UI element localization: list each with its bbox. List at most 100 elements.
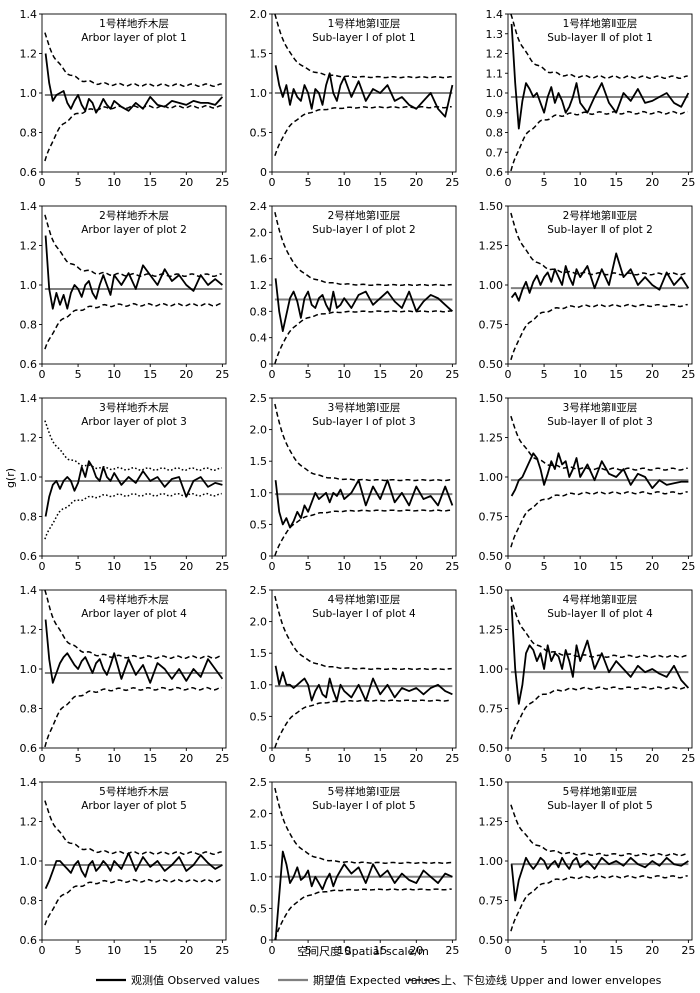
x-tick-label: 10 bbox=[107, 176, 121, 189]
x-tick-label: 15 bbox=[373, 944, 387, 957]
x-tick-label: 0 bbox=[269, 560, 276, 573]
y-tick-label: 1.25 bbox=[479, 816, 504, 829]
observed-line bbox=[510, 252, 690, 302]
y-tick-label: 1.4 bbox=[20, 200, 38, 213]
y-tick-label: 2.0 bbox=[250, 808, 268, 821]
panel-subtitle: Sub-layer Ⅱ of plot 1 bbox=[547, 32, 653, 44]
y-tick-label: 0.9 bbox=[486, 107, 504, 120]
x-tick-label: 0 bbox=[39, 368, 46, 381]
x-tick-label: 15 bbox=[373, 368, 387, 381]
lower-envelope-line bbox=[510, 875, 688, 932]
y-tick-label: 2.0 bbox=[250, 616, 268, 629]
panel-7: 3号样地乔木层 Arbor layer of plot 3 1.4 1.2 1.0 0.8… bbox=[20, 392, 230, 573]
x-tick-label: 10 bbox=[337, 368, 351, 381]
x-tick-label: 5 bbox=[75, 752, 82, 765]
lower-envelope-line bbox=[44, 686, 222, 748]
lower-envelope-line bbox=[44, 104, 222, 162]
lower-envelope-line bbox=[510, 303, 688, 361]
x-tick-label: 10 bbox=[337, 176, 351, 189]
y-tick-label: 0.6 bbox=[20, 358, 38, 371]
y-tick-label: 0 bbox=[260, 166, 267, 179]
y-tick-label: 0.5 bbox=[250, 518, 268, 531]
x-tick-label: 0 bbox=[269, 176, 276, 189]
x-tick-label: 15 bbox=[143, 560, 157, 573]
y-tick-label: 1.5 bbox=[250, 455, 268, 468]
y-tick-label: 0.6 bbox=[20, 934, 38, 947]
x-tick-label: 0 bbox=[269, 752, 276, 765]
x-tick-label: 10 bbox=[107, 752, 121, 765]
y-tick-label: 1.0 bbox=[250, 87, 268, 100]
lower-envelope-line bbox=[274, 106, 452, 157]
x-tick-label: 15 bbox=[143, 368, 157, 381]
upper-envelope-line bbox=[510, 804, 688, 857]
plot-frame bbox=[271, 397, 457, 557]
x-tick-label: 5 bbox=[305, 560, 312, 573]
x-tick-label: 15 bbox=[143, 176, 157, 189]
observed-line bbox=[510, 452, 689, 497]
x-tick-label: 5 bbox=[541, 944, 548, 957]
upper-envelope-line bbox=[274, 13, 452, 79]
upper-envelope-line bbox=[274, 403, 452, 482]
x-tick-label: 25 bbox=[681, 944, 695, 957]
panel-title: 5号样地第Ⅰ亚层 bbox=[328, 785, 401, 798]
y-tick-label: 1.25 bbox=[479, 624, 504, 637]
y-tick-label: 0 bbox=[260, 934, 267, 947]
observed-line bbox=[44, 53, 224, 114]
panel-13: 5号样地乔木层 Arbor layer of plot 5 1.4 1.2 1.0 0.8… bbox=[20, 776, 230, 957]
lower-envelope-line bbox=[274, 509, 452, 556]
y-tick-label: 2.0 bbox=[250, 226, 268, 239]
y-tick-label: 0.50 bbox=[479, 358, 504, 371]
y-tick-label: 2.5 bbox=[250, 776, 268, 789]
panel-title: 4号样地乔木层 bbox=[99, 593, 169, 606]
panel-grid: 1号样地乔木层 Arbor layer of plot 1 1.4 1.2 1.0 0.8… bbox=[20, 8, 696, 957]
y-tick-label: 0.75 bbox=[479, 895, 504, 908]
y-tick-label: 0.50 bbox=[479, 742, 504, 755]
upper-envelope-line bbox=[510, 212, 688, 276]
y-tick-label: 1.0 bbox=[20, 663, 38, 676]
y-tick-label: 1.4 bbox=[20, 8, 38, 21]
lower-envelope-line bbox=[274, 699, 452, 748]
panel-9: 3号样地第Ⅱ亚层 Sub-layer Ⅱ of plot 3 1.50 1.25 1.0… bbox=[479, 392, 696, 573]
x-tick-label: 15 bbox=[143, 944, 157, 957]
panel-title: 2号样地第Ⅱ亚层 bbox=[563, 209, 638, 222]
panel-title: 5号样地乔木层 bbox=[99, 785, 169, 798]
x-tick-label: 10 bbox=[573, 176, 587, 189]
lower-envelope-line bbox=[274, 310, 452, 364]
x-tick-label: 0 bbox=[39, 176, 46, 189]
lower-envelope-line bbox=[274, 888, 452, 940]
panel-6: 2号样地第Ⅱ亚层 Sub-layer Ⅱ of plot 2 1.50 1.25 1.0… bbox=[479, 200, 696, 381]
x-tick-label: 20 bbox=[179, 368, 193, 381]
x-tick-label: 25 bbox=[215, 368, 229, 381]
y-tick-label: 1.0 bbox=[20, 471, 38, 484]
panel-subtitle: Arbor layer of plot 2 bbox=[81, 224, 187, 236]
panel-title: 2号样地第Ⅰ亚层 bbox=[328, 209, 401, 222]
x-tick-label: 20 bbox=[645, 944, 659, 957]
lower-envelope-line bbox=[44, 492, 222, 540]
plot-frame bbox=[271, 781, 457, 941]
x-tick-label: 0 bbox=[505, 176, 512, 189]
y-tick-label: 1.25 bbox=[479, 432, 504, 445]
panel-title: 5号样地第Ⅱ亚层 bbox=[563, 785, 638, 798]
x-tick-label: 5 bbox=[75, 176, 82, 189]
observed-line bbox=[44, 619, 224, 684]
y-tick-label: 1.5 bbox=[250, 647, 268, 660]
x-tick-label: 0 bbox=[39, 944, 46, 957]
y-tick-label: 1.0 bbox=[250, 871, 268, 884]
x-tick-label: 20 bbox=[179, 176, 193, 189]
panel-15: 5号样地第Ⅱ亚层 Sub-layer Ⅱ of plot 5 1.50 1.25 1.0… bbox=[479, 776, 696, 957]
x-tick-label: 20 bbox=[409, 368, 423, 381]
x-tick-label: 25 bbox=[445, 752, 459, 765]
y-tick-label: 0.8 bbox=[486, 127, 504, 140]
upper-envelope-line bbox=[510, 13, 688, 80]
y-tick-label: 0.50 bbox=[479, 934, 504, 947]
upper-envelope-line bbox=[510, 415, 688, 471]
y-tick-label: 1.4 bbox=[20, 584, 38, 597]
panel-2: 1号样地第Ⅰ亚层 Sub-layer Ⅰ of plot 1 2.0 1.5 1.0 0.… bbox=[250, 8, 460, 189]
x-tick-label: 20 bbox=[409, 176, 423, 189]
panel-subtitle: Sub-layer Ⅱ of plot 2 bbox=[547, 224, 653, 236]
observed-line bbox=[510, 23, 690, 130]
x-tick-label: 5 bbox=[305, 368, 312, 381]
y-tick-label: 2.5 bbox=[250, 392, 268, 405]
y-tick-label: 1.4 bbox=[486, 8, 504, 21]
y-tick-label: 0.5 bbox=[250, 902, 268, 915]
